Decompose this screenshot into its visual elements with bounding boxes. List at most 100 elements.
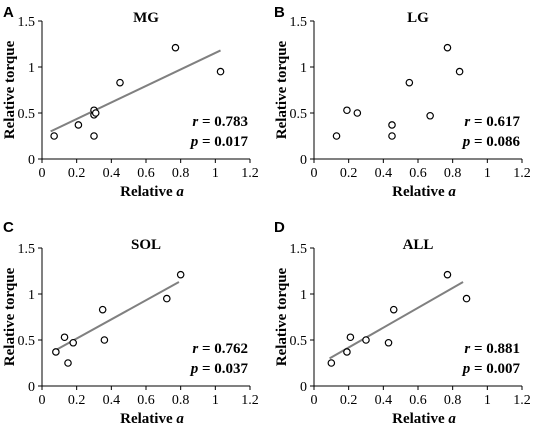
r-value: r = 0.617 (464, 114, 520, 130)
data-point (163, 294, 171, 303)
p-symbol: p (189, 134, 199, 150)
y-tick-label: 1 (300, 288, 307, 303)
data-point (362, 336, 370, 344)
data-point (216, 67, 225, 76)
r-symbol: r (192, 114, 198, 130)
x-tick-label: 0 (311, 166, 318, 181)
panel-title: ALL (403, 237, 434, 253)
data-point (100, 336, 109, 344)
data-point (346, 333, 355, 342)
x-tick-label: 0.8 (172, 166, 190, 181)
data-point (69, 338, 78, 347)
x-tick-label: 0.8 (444, 166, 462, 181)
x-tick-label: 0.6 (409, 393, 427, 408)
y-tick-label: 0.5 (290, 334, 308, 349)
data-point (353, 109, 362, 117)
regression-line (329, 281, 464, 360)
y-tick-label: 1.5 (290, 242, 308, 257)
x-tick-label: 1.2 (513, 166, 531, 181)
x-tick-label: 0.6 (137, 166, 155, 181)
data-point (389, 305, 398, 314)
panel-letter: C (3, 219, 14, 236)
x-tick-label: 0.2 (68, 166, 86, 181)
y-tick-label: 1 (28, 61, 35, 76)
p-value-text: = 0.007 (470, 361, 520, 377)
r-value-text: = 0.617 (470, 114, 520, 130)
panel-letter: D (274, 219, 285, 236)
x-tick-label: 0.8 (444, 393, 462, 408)
x-axis-label: Relative a (120, 411, 184, 427)
data-point (98, 305, 107, 314)
x-axis-label-variable: a (448, 184, 456, 200)
y-tick-label: 0.5 (18, 334, 36, 349)
regression-line (50, 49, 221, 133)
x-axis-label-text: Relative (392, 411, 448, 427)
p-value: p = 0.037 (189, 361, 249, 377)
x-tick-label: 0.4 (375, 166, 393, 181)
y-tick-label: 1 (28, 288, 35, 303)
y-tick-label: 1 (300, 61, 307, 76)
x-axis-label-text: Relative (392, 184, 448, 200)
x-axis-label: Relative a (120, 184, 184, 200)
y-tick-label: 0 (300, 380, 307, 395)
data-point (327, 359, 336, 367)
data-point (116, 78, 124, 87)
data-point (91, 109, 100, 117)
p-value: p = 0.017 (189, 134, 249, 150)
data-point (462, 294, 471, 303)
data-point (384, 338, 393, 347)
y-tick-label: 0 (28, 153, 35, 168)
x-axis-label-variable: a (176, 184, 184, 200)
p-value-text: = 0.086 (470, 134, 520, 150)
y-tick-label: 0 (300, 153, 307, 168)
y-axis-label: Relative torque (2, 40, 18, 139)
r-symbol: r (464, 341, 470, 357)
x-tick-label: 0.4 (375, 393, 393, 408)
x-tick-label: 0.8 (172, 393, 190, 408)
x-tick-label: 1.2 (241, 166, 259, 181)
x-axis-label: Relative a (392, 184, 456, 200)
y-tick-label: 1.5 (18, 242, 36, 257)
r-value: r = 0.783 (192, 114, 248, 130)
y-axis-label: Relative torque (2, 267, 18, 366)
p-symbol: p (461, 361, 471, 377)
r-value-text: = 0.881 (470, 341, 520, 357)
r-value-text: = 0.762 (198, 341, 248, 357)
data-point (343, 348, 351, 356)
data-point (343, 106, 351, 115)
data-point (64, 359, 72, 367)
data-point (50, 132, 58, 140)
r-value-text: = 0.783 (198, 114, 248, 130)
data-point (52, 348, 60, 356)
data-point (176, 270, 185, 279)
data-point (388, 121, 396, 129)
r-symbol: r (192, 341, 198, 357)
p-value: p = 0.086 (461, 134, 521, 150)
panel-title: LG (407, 10, 429, 26)
x-tick-label: 0.6 (137, 393, 155, 408)
data-point (426, 111, 434, 120)
x-tick-label: 1 (484, 393, 491, 408)
x-axis-label-text: Relative (120, 184, 176, 200)
r-value: r = 0.762 (192, 341, 248, 357)
y-axis-label: Relative torque (274, 267, 290, 366)
y-tick-label: 0.5 (290, 107, 308, 122)
data-point (388, 132, 396, 140)
p-value: p = 0.007 (461, 361, 521, 377)
y-axis-label: Relative torque (274, 40, 290, 139)
x-tick-label: 1 (212, 393, 219, 408)
p-symbol: p (461, 134, 471, 150)
x-tick-label: 1 (212, 166, 219, 181)
data-point (443, 270, 452, 279)
p-value-text: = 0.037 (198, 361, 248, 377)
p-symbol: p (189, 361, 199, 377)
x-axis-label: Relative a (392, 411, 456, 427)
panel-letter: B (274, 4, 285, 21)
x-tick-label: 0.4 (103, 393, 121, 408)
x-axis-label-text: Relative (120, 411, 176, 427)
